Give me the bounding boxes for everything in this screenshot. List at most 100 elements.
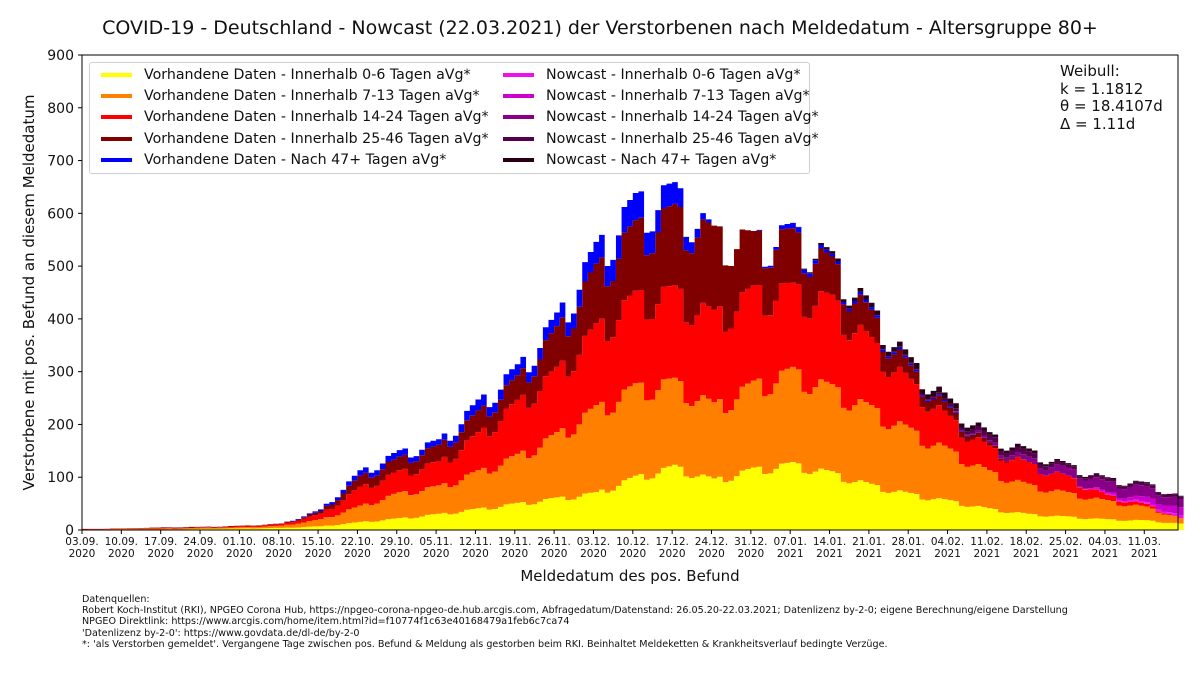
x-tick-label: 08.10. bbox=[262, 536, 295, 548]
x-tick-label: 10.12. bbox=[616, 536, 649, 548]
x-tick-label: 24.12. bbox=[695, 536, 728, 548]
plot-frame bbox=[81, 54, 1179, 531]
x-tick-year: 2020 bbox=[187, 548, 214, 560]
x-tick-year: 2021 bbox=[1092, 548, 1119, 560]
x-tick-label: 24.09. bbox=[183, 536, 216, 548]
x-tick-label: 15.10. bbox=[301, 536, 334, 548]
series-area-3 bbox=[82, 282, 1184, 530]
sources-line-3: 'Datenlizenz by-2-0': https://www.govdat… bbox=[82, 627, 360, 639]
x-tick-label: 14.01. bbox=[813, 536, 846, 548]
x-tick-year: 2020 bbox=[265, 548, 292, 560]
legend-label: Vorhandene Daten - Innerhalb 14-24 Tagen… bbox=[144, 109, 489, 126]
x-tick-year: 2020 bbox=[108, 548, 135, 560]
x-tick-year: 2020 bbox=[619, 548, 646, 560]
x-tick-year: 2021 bbox=[1013, 548, 1040, 560]
legend-swatch bbox=[101, 94, 132, 99]
x-tick-year: 2021 bbox=[934, 548, 961, 560]
x-tick-year: 2020 bbox=[659, 548, 686, 560]
legend-label: Vorhandene Daten - Innerhalb 0-6 Tagen a… bbox=[144, 67, 471, 83]
x-tick-year: 2020 bbox=[698, 548, 725, 560]
y-tick-label: 700 bbox=[47, 154, 74, 170]
legend-label: Vorhandene Daten - Innerhalb 7-13 Tagen … bbox=[144, 88, 480, 105]
sources-line-2: NPGEO Direktlink: https://www.arcgis.com… bbox=[82, 616, 570, 628]
x-tick-label: 28.01. bbox=[892, 536, 925, 548]
legend-label: Nowcast - Innerhalb 0-6 Tagen aVg* bbox=[546, 67, 801, 83]
x-tick-year: 2020 bbox=[305, 548, 332, 560]
legend-label: Nowcast - Nach 47+ Tagen aVg* bbox=[546, 151, 777, 168]
y-tick-label: 900 bbox=[47, 48, 74, 64]
legend-label: Nowcast - Innerhalb 25-46 Tagen aVg* bbox=[546, 130, 819, 147]
y-tick-label: 300 bbox=[47, 365, 74, 381]
legend-swatch bbox=[503, 157, 534, 162]
x-axis-label: Meldedatum des pos. Befund bbox=[520, 567, 739, 585]
x-tick-label: 26.11. bbox=[537, 536, 570, 548]
legend-swatch bbox=[503, 73, 534, 77]
x-tick-year: 2020 bbox=[541, 548, 568, 560]
x-tick-label: 17.12. bbox=[655, 536, 688, 548]
x-tick-year: 2021 bbox=[856, 548, 883, 560]
weibull-parameters: Weibull: k = 1.1812 θ = 18.4107d Δ = 1.1… bbox=[1060, 62, 1163, 133]
x-tick-year: 2020 bbox=[344, 548, 371, 560]
y-tick-label: 800 bbox=[47, 101, 74, 117]
x-tick-year: 2020 bbox=[69, 548, 96, 560]
y-tick-label: 400 bbox=[47, 312, 74, 328]
weibull-k: k = 1.1812 bbox=[1060, 79, 1144, 98]
series-area-1 bbox=[82, 462, 1184, 530]
x-tick-label: 19.11. bbox=[498, 536, 531, 548]
x-tick-label: 03.12. bbox=[577, 536, 610, 548]
y-axis-label: Verstorbene mit pos. Befund an diesem Me… bbox=[20, 95, 38, 491]
legend-label: Nowcast - Innerhalb 7-13 Tagen aVg* bbox=[546, 88, 810, 105]
x-tick-year: 2020 bbox=[383, 548, 410, 560]
legend-swatch bbox=[101, 115, 132, 120]
x-tick-year: 2020 bbox=[501, 548, 528, 560]
sources-line-1: Robert Koch-Institut (RKI), NPGEO Corona… bbox=[82, 605, 1068, 617]
x-tick-label: 25.02. bbox=[1049, 536, 1082, 548]
series-area-2 bbox=[82, 366, 1184, 530]
chart-legend: Vorhandene Daten - Innerhalb 0-6 Tagen a… bbox=[89, 62, 819, 174]
legend-swatch bbox=[503, 136, 534, 141]
x-tick-label: 04.03. bbox=[1088, 536, 1121, 548]
x-tick-label: 22.10. bbox=[341, 536, 374, 548]
x-tick-label: 11.03. bbox=[1128, 536, 1161, 548]
sources-line-4: *: 'als Verstorben gemeldet'. Vergangene… bbox=[82, 638, 888, 650]
x-tick-year: 2021 bbox=[1052, 548, 1079, 560]
x-tick-year: 2021 bbox=[974, 548, 1001, 560]
y-tick-label: 0 bbox=[65, 523, 74, 539]
x-tick-year: 2021 bbox=[1131, 548, 1158, 560]
legend-label: Nowcast - Innerhalb 14-24 Tagen aVg* bbox=[546, 109, 819, 126]
x-tick-year: 2020 bbox=[462, 548, 489, 560]
x-tick-label: 03.09. bbox=[65, 536, 98, 548]
x-tick-year: 2021 bbox=[816, 548, 843, 560]
x-tick-label: 04.02. bbox=[931, 536, 964, 548]
y-tick-label: 100 bbox=[47, 470, 74, 486]
legend-swatch bbox=[503, 94, 534, 99]
x-tick-year: 2021 bbox=[777, 548, 804, 560]
x-tick-year: 2020 bbox=[423, 548, 450, 560]
weibull-delta: Δ = 1.11d bbox=[1060, 114, 1136, 133]
legend-swatch bbox=[101, 157, 132, 162]
y-tick-label: 200 bbox=[47, 417, 74, 433]
weibull-theta: θ = 18.4107d bbox=[1060, 97, 1163, 115]
weibull-heading: Weibull: bbox=[1060, 62, 1120, 80]
x-tick-label: 31.12. bbox=[734, 536, 767, 548]
x-tick-year: 2020 bbox=[147, 548, 174, 560]
x-tick-year: 2020 bbox=[737, 548, 764, 560]
x-tick-label: 17.09. bbox=[144, 536, 177, 548]
chart-title: COVID-19 - Deutschland - Nowcast (22.03.… bbox=[102, 17, 1098, 39]
y-tick-label: 500 bbox=[47, 259, 74, 275]
x-tick-label: 07.01. bbox=[773, 536, 806, 548]
legend-swatch bbox=[101, 73, 132, 77]
x-tick-label: 10.09. bbox=[105, 536, 138, 548]
x-tick-year: 2021 bbox=[895, 548, 922, 560]
x-tick-label: 05.11. bbox=[419, 536, 452, 548]
x-tick-year: 2020 bbox=[580, 548, 607, 560]
sources-heading: Datenquellen: bbox=[82, 594, 150, 605]
legend-label: Vorhandene Daten - Innerhalb 25-46 Tagen… bbox=[144, 130, 489, 147]
x-tick-label: 01.10. bbox=[223, 536, 256, 548]
x-tick-label: 21.01. bbox=[852, 536, 885, 548]
data-sources: Datenquellen: Robert Koch-Institut (RKI)… bbox=[82, 594, 1068, 650]
x-tick-year: 2020 bbox=[226, 548, 253, 560]
x-tick-label: 11.02. bbox=[970, 536, 1003, 548]
legend-label: Vorhandene Daten - Nach 47+ Tagen aVg* bbox=[144, 151, 447, 168]
